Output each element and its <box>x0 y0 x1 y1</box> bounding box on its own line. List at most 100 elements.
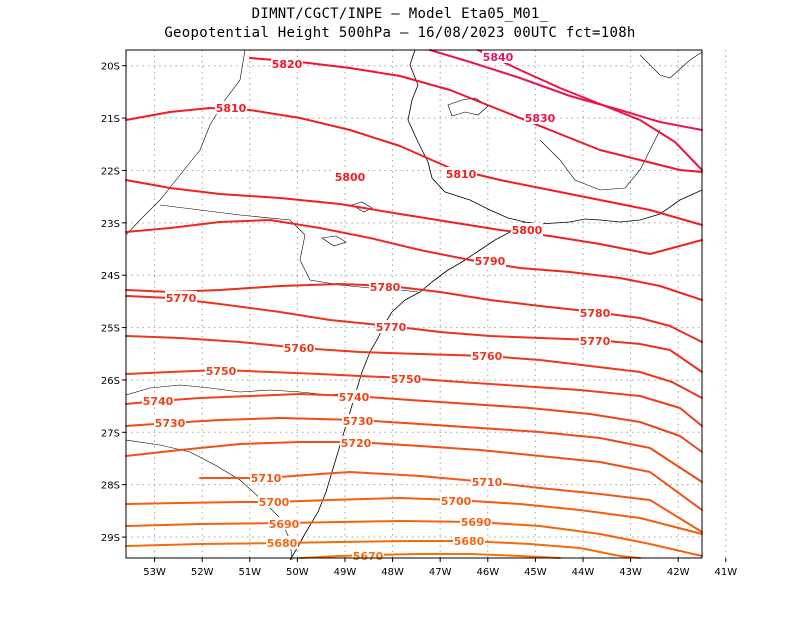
contour-label-bg <box>250 471 282 484</box>
contour-label-5760: 5760 <box>284 342 315 355</box>
border-line <box>125 439 293 561</box>
contour-label-bg <box>375 320 407 333</box>
contour-label-5840: 5840 <box>483 51 514 64</box>
lake <box>447 97 489 117</box>
lat-tick-label: 27S <box>101 428 120 439</box>
lat-tick-label: 23S <box>101 219 120 230</box>
contour-label-bg <box>471 475 503 488</box>
contour-label-bg <box>271 57 303 70</box>
contour-label-bg <box>352 549 384 562</box>
lat-tick-label: 20S <box>101 62 120 73</box>
contour-line-5690 <box>125 520 703 557</box>
lon-tick-label: 44W <box>572 567 595 578</box>
contour-label-5760: 5760 <box>472 350 503 363</box>
border-line <box>539 129 661 191</box>
contour-label-bg <box>334 170 366 183</box>
height-contours <box>125 49 703 559</box>
contour-label-5690: 5690 <box>269 518 300 531</box>
contour-label-bg <box>165 291 197 304</box>
contour-line-5770 <box>125 295 703 373</box>
lat-tick-label: 29S <box>101 533 120 544</box>
contour-label-bg <box>460 515 492 528</box>
lon-tick-label: 45W <box>524 567 547 578</box>
coastline <box>289 221 526 561</box>
contour-label-bg <box>154 416 186 429</box>
contour-label-5740: 5740 <box>143 395 174 408</box>
contour-label-bg <box>482 50 514 63</box>
lat-tick-label: 22S <box>101 166 120 177</box>
contour-label-5750: 5750 <box>391 373 422 386</box>
lon-tick-label: 53W <box>143 567 166 578</box>
contour-label-5780: 5780 <box>370 281 401 294</box>
contour-label-bg <box>369 280 401 293</box>
contour-label-bg <box>440 494 472 507</box>
lat-tick-label: 24S <box>101 271 120 282</box>
lon-tick-label: 41W <box>714 567 737 578</box>
contour-label-5770: 5770 <box>166 292 197 305</box>
border-line <box>125 49 246 236</box>
lon-tick-label: 48W <box>381 567 404 578</box>
border-line <box>125 384 357 396</box>
contour-label-bg <box>390 372 422 385</box>
contour-label-5720: 5720 <box>341 437 372 450</box>
contour-label-bg <box>205 364 237 377</box>
lake <box>351 201 373 213</box>
contour-label-5740: 5740 <box>339 391 370 404</box>
contour-line-5740 <box>125 393 703 453</box>
contour-label-5790: 5790 <box>475 255 506 268</box>
contour-label-bg <box>340 436 372 449</box>
contour-label-5710: 5710 <box>251 472 282 485</box>
contour-line-5760 <box>125 335 703 399</box>
contour-label-bg <box>268 517 300 530</box>
contour-label-5690: 5690 <box>461 516 492 529</box>
contour-labels: 5840 5830 5820 5810 5810 5800 5800 5790 5780 5780… <box>142 50 611 563</box>
map-title-line1: DIMNT/CGCT/INPE – Model Eta05_M01_ <box>251 6 549 22</box>
contour-line-5830 <box>477 49 703 171</box>
contour-label-bg <box>579 306 611 319</box>
contour-line-5730 <box>125 417 703 483</box>
lon-tick-label: 42W <box>667 567 690 578</box>
contour-label-bg <box>283 341 315 354</box>
border-line <box>639 51 703 79</box>
contour-line-5800 <box>125 179 703 255</box>
contour-line-5670 <box>299 553 561 559</box>
lat-tick-label: 26S <box>101 376 120 387</box>
lon-tick-label: 51W <box>238 567 261 578</box>
contour-label-5810: 5810 <box>216 102 247 115</box>
contour-label-bg <box>215 101 247 114</box>
contour-label-bg <box>474 254 506 267</box>
contour-label-bg <box>511 223 543 236</box>
coastline-borders <box>125 49 703 561</box>
lat-tick-label: 21S <box>101 114 120 125</box>
border-line <box>159 204 419 293</box>
contour-line-5810 <box>125 107 703 226</box>
contour-line-5790 <box>125 219 703 301</box>
contour-label-bg <box>142 394 174 407</box>
lat-tick-label: 28S <box>101 481 120 492</box>
contour-label-5780: 5780 <box>580 307 611 320</box>
contour-label-bg <box>471 349 503 362</box>
coastline <box>407 49 703 225</box>
contour-line-5840 <box>429 49 703 131</box>
contour-line-5820 <box>249 57 703 173</box>
lat-lon-grid <box>126 50 727 558</box>
contour-line-5720 <box>125 441 703 511</box>
contour-label-bg <box>453 534 485 547</box>
lat-tick-label: 25S <box>101 324 120 335</box>
lon-tick-label: 47W <box>429 567 452 578</box>
contour-line-5710 <box>199 471 703 533</box>
contour-label-bg <box>338 390 370 403</box>
contour-label-5800: 5800 <box>512 224 543 237</box>
contour-label-5700: 5700 <box>441 495 472 508</box>
contour-label-bg <box>445 167 477 180</box>
contour-label-5800: 5800 <box>335 171 366 184</box>
lon-tick-label: 46W <box>476 567 499 578</box>
axis-labels: 53W 52W 51W 50W 49W 48W 47W 46W 45W 44W 43W 42W 41W 2… <box>101 62 737 578</box>
lon-tick-label: 50W <box>286 567 309 578</box>
contour-label-bg <box>266 536 298 549</box>
contour-label-5820: 5820 <box>272 58 303 71</box>
contour-label-5770: 5770 <box>376 321 407 334</box>
contour-label-5830: 5830 <box>525 112 556 125</box>
map-title-line2: Geopotential Height 500hPa – 16/08/2023 … <box>164 25 636 41</box>
